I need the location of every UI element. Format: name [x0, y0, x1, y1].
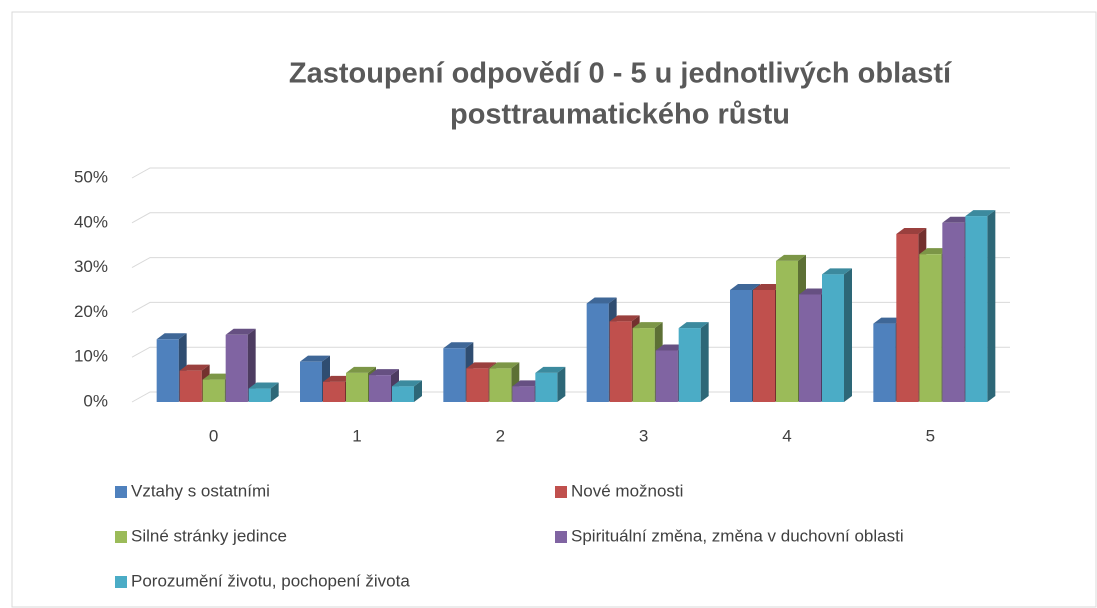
bar [655, 350, 678, 402]
legend-marker [115, 576, 127, 588]
bar-top [632, 322, 663, 329]
bar [489, 368, 512, 402]
bar-top [730, 284, 760, 290]
y-tick-label: 30% [74, 257, 108, 276]
bar-top [179, 364, 210, 371]
y-tick-label: 40% [74, 212, 108, 231]
legend-label: Vztahy s ostatními [131, 481, 270, 500]
grid-line [131, 167, 1010, 179]
chart-title: Zastoupení odpovědí 0 - 5 u jednotlivých… [289, 58, 952, 90]
bar [965, 216, 988, 402]
x-tick-label: 0 [209, 426, 218, 445]
bar-top [156, 333, 187, 340]
legend-label: Nové možnosti [571, 481, 683, 500]
bar-top [655, 344, 686, 351]
grid-line [131, 391, 1010, 403]
grid-line [131, 257, 1010, 269]
bar-top [965, 210, 996, 217]
bar [323, 381, 345, 402]
bar [179, 370, 202, 402]
bar-side [557, 366, 566, 402]
bar-top [776, 254, 806, 261]
bar [632, 328, 655, 402]
bar-top [919, 248, 950, 255]
bar [535, 372, 558, 402]
legend-label: Silné stránky jedince [131, 526, 287, 545]
bar-top [489, 362, 520, 369]
bar [202, 379, 225, 402]
bar-top [822, 268, 852, 275]
bar-side [700, 322, 709, 402]
chart-subtitle: posttraumatického růstu [450, 99, 790, 131]
bar [609, 321, 632, 402]
bar [586, 303, 609, 402]
bar [392, 386, 414, 402]
bar-side [247, 328, 256, 402]
bar [942, 222, 965, 402]
bar-top [300, 355, 330, 362]
bar [678, 328, 701, 402]
bar-top [392, 380, 422, 387]
bar [730, 290, 752, 402]
grid-line [131, 212, 1010, 224]
bar-top [896, 228, 927, 234]
x-tick-label: 1 [352, 426, 361, 445]
bar-top [678, 322, 709, 329]
bar-top [225, 328, 256, 335]
x-tick-label: 5 [926, 426, 935, 445]
bar-top [609, 315, 640, 322]
bar-side [414, 380, 422, 402]
grid-line [131, 346, 1010, 358]
bar [896, 234, 919, 402]
bar [799, 294, 821, 402]
bar-top [323, 375, 353, 382]
bar [346, 372, 368, 402]
bar [919, 254, 942, 402]
bar [822, 274, 844, 402]
bar [156, 339, 179, 402]
bar-side [987, 210, 996, 402]
bar-top [346, 366, 376, 373]
bar-top [873, 317, 904, 324]
legend-marker [115, 531, 127, 543]
bar-top [512, 380, 543, 387]
grid-line [131, 301, 1010, 313]
bar-side [844, 268, 852, 402]
y-tick-label: 0% [83, 391, 108, 410]
bar-side [270, 382, 279, 402]
bar [225, 334, 248, 402]
bar-top [248, 382, 279, 389]
bar [443, 348, 466, 402]
y-tick-label: 10% [74, 347, 108, 366]
bar [466, 368, 489, 402]
bar-top [202, 373, 233, 380]
bar-top [586, 297, 617, 304]
bar [369, 375, 391, 402]
bar-top [369, 369, 399, 376]
y-tick-label: 20% [74, 302, 108, 321]
bar [873, 323, 896, 402]
bar-top [942, 216, 973, 223]
bar [753, 290, 775, 402]
bar-top [466, 362, 497, 369]
x-tick-label: 4 [782, 426, 791, 445]
bar [248, 388, 271, 402]
bar-top [753, 284, 783, 290]
x-tick-label: 3 [639, 426, 648, 445]
legend-marker [555, 486, 567, 498]
legend-label: Porozumění životu, pochopení života [131, 571, 410, 590]
x-tick-label: 2 [496, 426, 505, 445]
bar-top [799, 288, 829, 295]
legend-marker [115, 486, 127, 498]
bar [776, 260, 798, 402]
bar [512, 386, 535, 402]
legend-marker [555, 531, 567, 543]
y-tick-label: 50% [74, 167, 108, 186]
bar-top [443, 342, 474, 349]
bar-top [535, 366, 566, 373]
legend-label: Spirituální změna, změna v duchovní obla… [571, 526, 904, 545]
bar [300, 361, 322, 402]
